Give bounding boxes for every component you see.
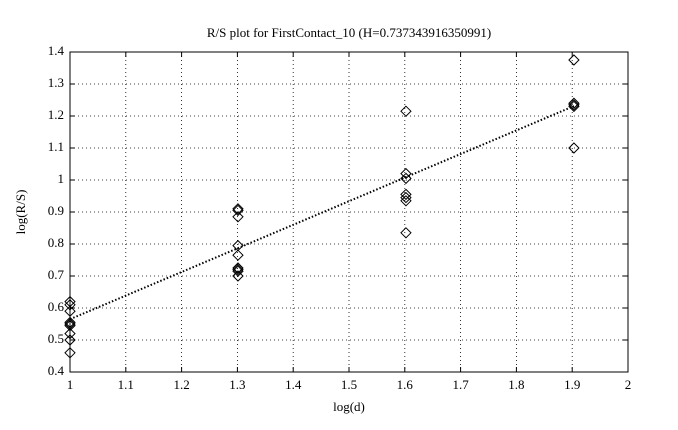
x-tick-label: 1.9 [564, 377, 580, 392]
scatter-point [232, 265, 244, 277]
scatter-point [232, 211, 244, 223]
scatter-point [232, 249, 244, 261]
plot-frame [69, 51, 629, 373]
scatter-point [232, 270, 244, 282]
scatter-point [232, 204, 244, 217]
fit-line [69, 105, 575, 321]
scatter-point [568, 97, 580, 109]
scatter-point [64, 347, 76, 359]
y-tick-label: 1.3 [48, 75, 64, 90]
scatter-point [568, 54, 580, 66]
scatter-point [400, 167, 412, 180]
x-axis-label: log(d) [333, 399, 365, 414]
x-tick-label: 2 [625, 377, 632, 392]
y-tick-label: 0.4 [48, 363, 65, 378]
y-tick-label: 1.1 [48, 139, 64, 154]
scatter-point [232, 262, 244, 274]
y-axis-label: log(R/S) [13, 190, 28, 235]
scatter-point [64, 305, 76, 317]
y-tick-label: 1.2 [48, 107, 64, 122]
y-tick-label: 1.4 [48, 43, 65, 58]
scatter-point [568, 99, 580, 111]
x-tick-label: 1.2 [173, 377, 189, 392]
scatter-point [232, 263, 244, 276]
scatter-point [64, 299, 76, 311]
y-tick-label: 1 [58, 171, 65, 186]
y-tick-label: 0.5 [48, 331, 64, 346]
scatter-point [64, 316, 76, 329]
scatter-point [568, 100, 580, 113]
scatter-point [64, 334, 76, 346]
y-tick-label: 0.9 [48, 203, 64, 218]
x-tick-label: 1.7 [452, 377, 469, 392]
scatter-point [568, 142, 580, 154]
scatter-point [64, 319, 76, 332]
x-tick-label: 1.3 [229, 377, 245, 392]
x-tick-label: 1.4 [285, 377, 302, 392]
y-tick-label: 0.6 [48, 299, 65, 314]
x-tick-label: 1.1 [118, 377, 134, 392]
scatter-point [232, 203, 244, 215]
scatter-point [400, 227, 412, 239]
x-tick-label: 1 [67, 377, 74, 392]
x-tick-label: 1.5 [341, 377, 357, 392]
scatter-point [400, 191, 412, 204]
x-tick-label: 1.8 [508, 377, 524, 392]
x-tick-label: 1.6 [397, 377, 414, 392]
y-tick-label: 0.7 [48, 267, 65, 282]
scatter-point [400, 195, 412, 207]
chart-title: R/S plot for FirstContact_10 (H=0.737343… [207, 25, 491, 40]
scatter-point [400, 188, 412, 201]
y-tick-label: 0.8 [48, 235, 64, 250]
scatter-point [64, 327, 76, 340]
scatter-point [400, 105, 412, 117]
